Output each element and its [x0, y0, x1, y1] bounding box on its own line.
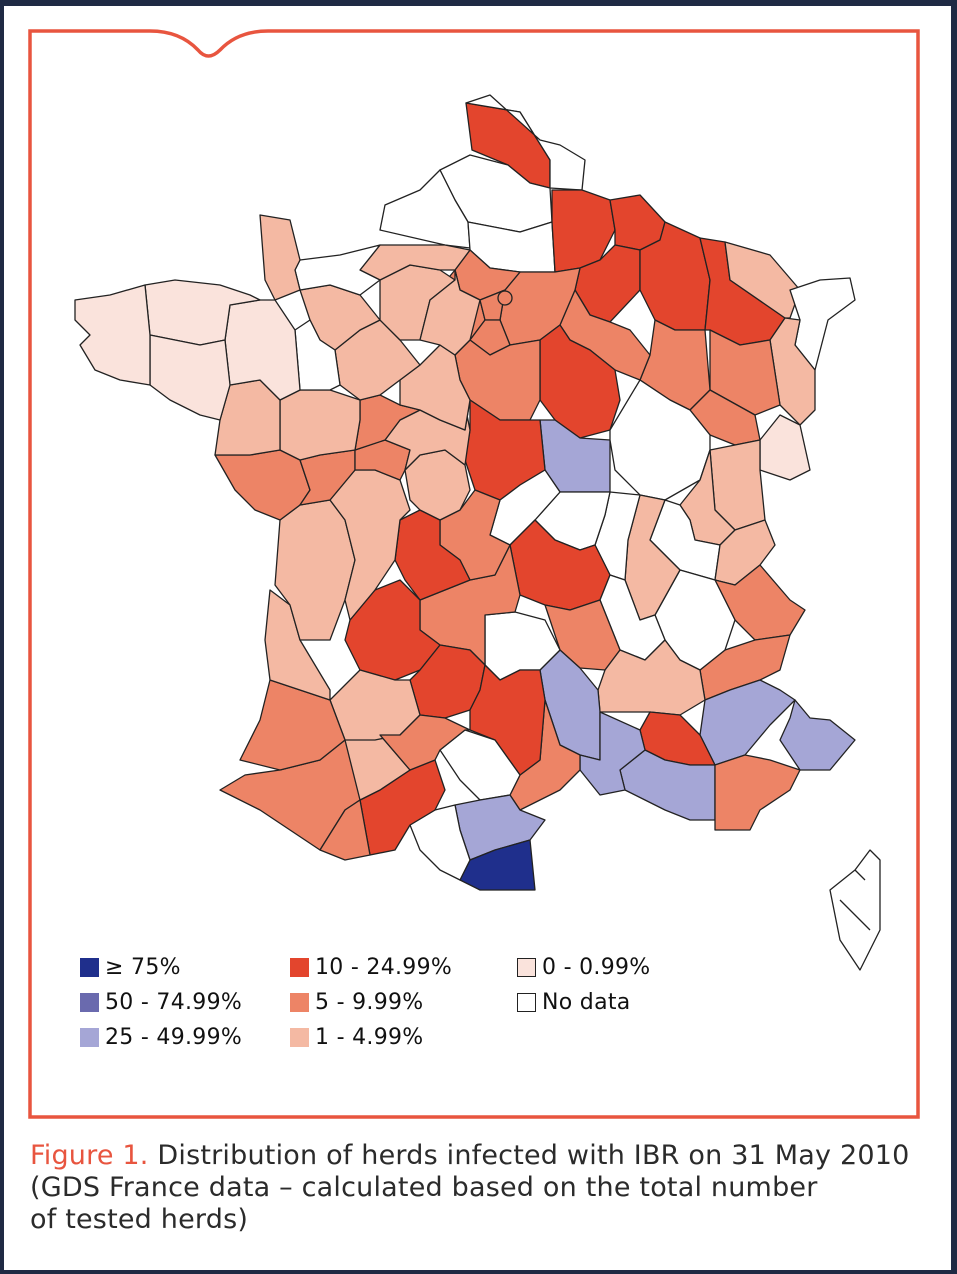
- department-region-83: [294, 319, 341, 391]
- page-edge-top: [0, 0, 957, 6]
- department-region-12: [769, 317, 816, 426]
- department-region-16: [759, 414, 811, 481]
- department-region-10: [724, 241, 801, 319]
- caption-title: Distribution of herds infected with IBR …: [157, 1140, 910, 1171]
- department-region-24: [539, 324, 621, 439]
- department-region-85: [419, 269, 481, 356]
- department-region-49: [579, 711, 646, 796]
- paris-department-ring: [497, 290, 513, 306]
- caption-line-1: Figure 1. Distribution of herds infected…: [30, 1140, 930, 1172]
- department-region-91: [149, 334, 231, 421]
- corsica-divider: [839, 869, 871, 931]
- department-region-47: [714, 754, 801, 831]
- department-region-61: [409, 804, 471, 881]
- caption-line-2: (GDS France data – calculated based on t…: [30, 1172, 818, 1203]
- department-region-92: [74, 284, 151, 386]
- department-region-44: [779, 699, 856, 771]
- department-region-79: [279, 389, 361, 461]
- department-region-1: [465, 94, 586, 191]
- department-region-31: [714, 564, 806, 641]
- department-region-93: [829, 849, 881, 971]
- department-region-65: [379, 714, 471, 771]
- page-edge-left: [0, 0, 4, 1274]
- page-edge-bottom: [0, 1270, 957, 1274]
- page-edge-right: [951, 0, 957, 1274]
- department-region-67: [319, 799, 371, 861]
- department-region-58: [439, 729, 521, 801]
- department-region-88: [259, 214, 301, 301]
- figure-caption: Figure 1. Distribution of herds infected…: [30, 1140, 930, 1236]
- department-region-3: [379, 169, 471, 249]
- figure-label: Figure 1.: [30, 1140, 149, 1171]
- department-region-78: [399, 344, 471, 431]
- caption-line-3: of tested herds): [30, 1204, 249, 1235]
